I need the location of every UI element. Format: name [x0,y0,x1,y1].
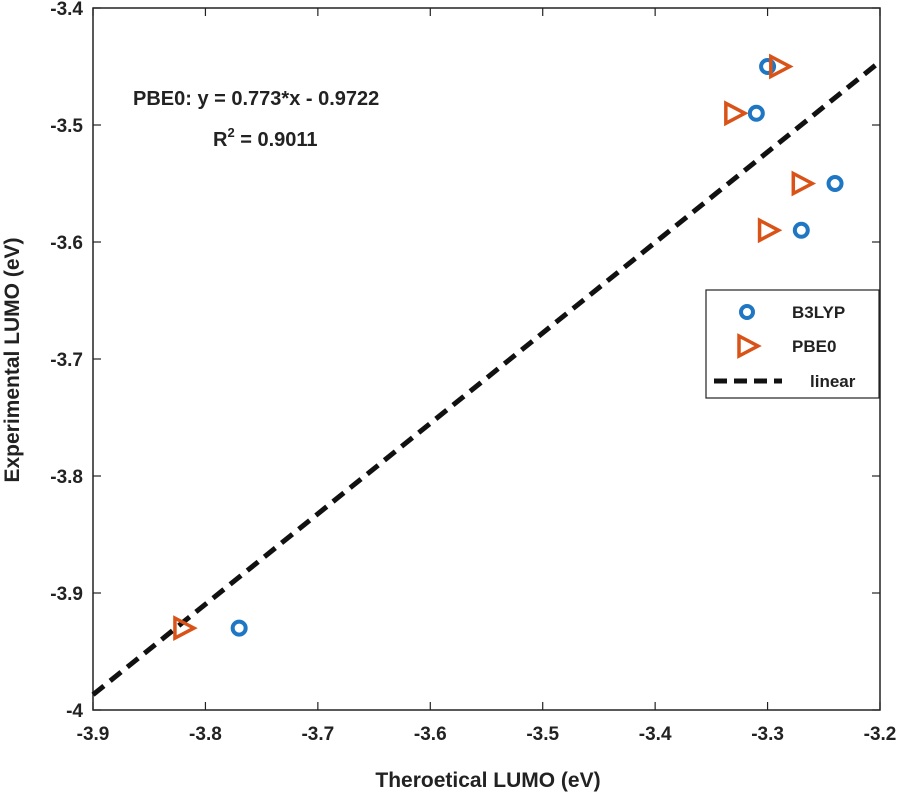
pbe0-point [769,53,794,80]
y-tick-label: -3.5 [50,116,83,137]
y-tick-label: -3.9 [50,584,83,605]
x-tick-label: -3.2 [864,724,897,745]
y-axis-label: Experimental LUMO (eV) [1,237,24,482]
b3lyp-point [747,104,765,122]
x-tick-label: -3.6 [414,724,447,745]
b3lyp-point [826,175,844,192]
y-tick-label: -4 [66,701,83,722]
x-tick-label: -3.3 [751,724,784,745]
y-tick-label: -3.6 [50,233,83,254]
pbe0-point [757,217,783,244]
y-tick-label: -3.4 [50,0,83,20]
legend-pbe0-marker [737,333,762,359]
legend-linear-label: linear [810,372,856,391]
x-tick-label: -3.9 [77,724,110,745]
legend-b3lyp-label: B3LYP [792,303,845,322]
linear-fit-line [91,59,882,697]
x-tick-label: -3.8 [189,724,222,745]
legend-pbe0-label: PBE0 [792,337,836,356]
b3lyp-point [792,221,810,239]
pbe0-point [173,615,198,641]
x-tick-label: -3.7 [301,724,334,745]
data-points [173,53,844,641]
pbe0-point [724,100,749,127]
pbe0-point [791,170,817,197]
x-tick-label: -3.5 [526,724,559,745]
axis-ticks: -3.9 -3.8 -3.7 -3.6 -3.5 -3.4 -3.3 -3.2 -3.4 -3.5… [50,0,896,745]
x-axis-label: Theroetical LUMO (eV) [375,769,600,792]
r-squared-annotation: R2 = 0.9011 [213,125,318,151]
fit-line-group [91,59,882,697]
y-tick-label: -3.8 [50,467,83,488]
b3lyp-point [759,58,777,75]
b3lyp-point [230,619,248,637]
y-tick-label: -3.7 [50,350,83,371]
x-tick-label: -3.4 [639,724,672,745]
legend-b3lyp-marker [739,304,755,320]
equation-annotation: PBE0: y = 0.773*x - 0.9722 [133,88,379,110]
legend: B3LYP PBE0 linear [705,289,880,399]
